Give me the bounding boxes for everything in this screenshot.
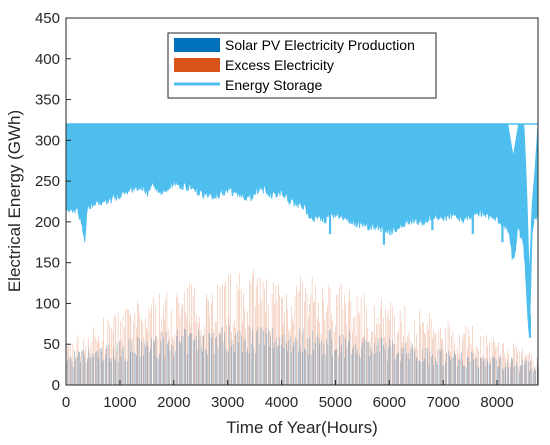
y-tick-label: 50 <box>43 336 60 353</box>
y-tick-label: 200 <box>35 214 60 231</box>
x-tick-label: 5000 <box>319 394 352 411</box>
x-tick-label: 0 <box>62 394 70 411</box>
x-tick-label: 4000 <box>265 394 298 411</box>
y-ticks: 0 50 100 150 200 250 300 350 400 450 <box>35 10 71 394</box>
storage-series <box>65 123 539 338</box>
legend-label-solar: Solar PV Electricity Production <box>225 37 415 53</box>
plot-frame <box>65 17 539 386</box>
y-tick-label: 400 <box>35 51 60 68</box>
x-axis-title: Time of Year(Hours) <box>226 418 377 437</box>
x-tick-label: 8000 <box>480 394 513 411</box>
legend: Solar PV Electricity Production Excess E… <box>167 32 437 99</box>
x-ticks: 0 1000 2000 3000 4000 5000 6000 7000 8000 <box>62 380 514 411</box>
legend-swatch-excess <box>174 58 220 72</box>
excess-series <box>65 269 539 385</box>
y-tick-label: 450 <box>35 10 60 27</box>
y-tick-label: 100 <box>35 295 60 312</box>
y-tick-label: 300 <box>35 132 60 149</box>
x-tick-label: 3000 <box>211 394 244 411</box>
legend-label-storage: Energy Storage <box>225 77 322 93</box>
y-tick-label: 350 <box>35 92 60 109</box>
x-tick-label: 2000 <box>157 394 190 411</box>
legend-swatch-solar <box>174 38 220 52</box>
x-tick-label: 1000 <box>103 394 136 411</box>
solar-series <box>66 325 539 385</box>
y-axis-title: Electrical Energy (GWh) <box>5 110 24 292</box>
y-tick-label: 150 <box>35 255 60 272</box>
y-tick-label: 0 <box>52 377 60 394</box>
x-tick-label: 6000 <box>373 394 406 411</box>
y-tick-label: 250 <box>35 173 60 190</box>
legend-label-excess: Excess Electricity <box>225 57 334 73</box>
x-tick-label: 7000 <box>426 394 459 411</box>
